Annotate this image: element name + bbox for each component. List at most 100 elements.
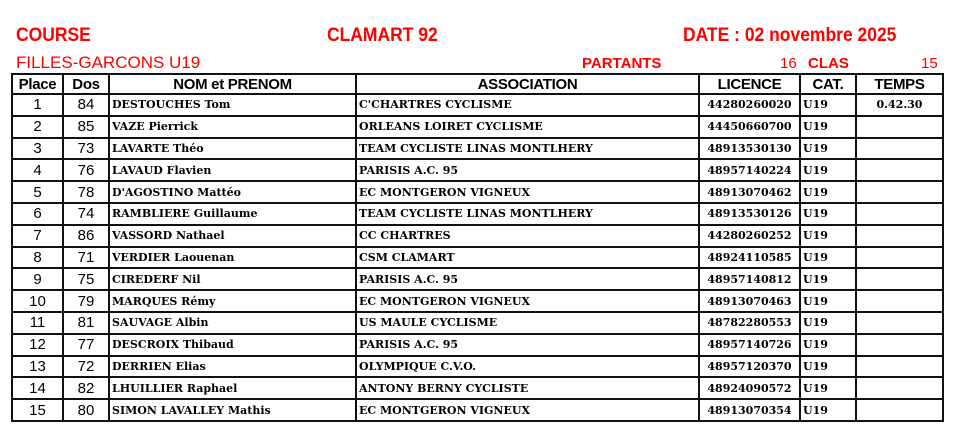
cell-licence: 48924110585 — [698, 245, 801, 270]
table-row: 10 79 MARQUES Rémy EC MONTGERON VIGNEUX 4891… — [11, 289, 944, 313]
cell-temps — [855, 114, 944, 139]
cell-assoc: C'CHARTRES CYCLISME — [355, 93, 700, 117]
cell-dos: 84 — [62, 93, 110, 117]
cell-licence: 48913530126 — [698, 201, 801, 226]
cell-place: 2 — [11, 114, 64, 139]
course-label: COURSE — [16, 25, 91, 46]
cell-assoc: PARISIS A.C. 95 — [355, 332, 700, 357]
cell-temps — [855, 289, 944, 313]
race-date: DATE : 02 novembre 2025 — [683, 25, 897, 46]
cell-name: VAZE Pierrick — [108, 114, 357, 139]
cell-name: D'AGOSTINO Mattéo — [108, 180, 357, 204]
cell-name: DESCROIX Thibaud — [108, 332, 357, 357]
cell-assoc: US MAULE CYCLISME — [355, 310, 700, 335]
table-row: 4 76 LAVAUD Flavien PARISIS A.C. 95 48957140… — [11, 158, 944, 183]
cell-dos: 79 — [62, 289, 110, 313]
cell-name: DESTOUCHES Tom — [108, 93, 357, 117]
cell-name: VERDIER Laouenan — [108, 245, 357, 270]
cell-licence: 48913070354 — [698, 398, 801, 422]
cell-place: 13 — [11, 354, 64, 379]
cell-dos: 74 — [62, 201, 110, 226]
col-dos: Dos — [62, 73, 110, 95]
cell-name: DERRIEN Elias — [108, 354, 357, 379]
table-row: 6 74 RAMBLIERE Guillaume TEAM CYCLISTE LINA… — [11, 201, 944, 226]
cell-place: 12 — [11, 332, 64, 357]
cell-cat: U19 — [799, 180, 857, 204]
cell-cat: U19 — [799, 245, 857, 270]
cell-place: 10 — [11, 289, 64, 313]
cell-temps — [855, 376, 944, 401]
cell-assoc: EC MONTGERON VIGNEUX — [355, 398, 700, 422]
cell-cat: U19 — [799, 223, 857, 248]
cell-licence: 48924090572 — [698, 376, 801, 401]
cell-cat: U19 — [799, 376, 857, 401]
cell-temps: 0.42.30 — [855, 93, 944, 117]
header-row: Place Dos NOM et PRENOM ASSOCIATION LICE… — [11, 73, 944, 95]
cell-place: 8 — [11, 245, 64, 270]
cell-dos: 81 — [62, 310, 110, 335]
results-table: Place Dos NOM et PRENOM ASSOCIATION LICE… — [11, 73, 944, 422]
cell-licence: 48782280553 — [698, 310, 801, 335]
cell-assoc: EC MONTGERON VIGNEUX — [355, 289, 700, 313]
col-place: Place — [11, 73, 64, 95]
cell-dos: 76 — [62, 158, 110, 183]
cell-cat: U19 — [799, 267, 857, 292]
partants-label: PARTANTS — [582, 55, 662, 72]
table-row: 14 82 LHUILLIER Raphael ANTONY BERNY CYCLIS… — [11, 376, 944, 401]
cell-licence: 44280260252 — [698, 223, 801, 248]
cell-place: 7 — [11, 223, 64, 248]
cell-assoc: PARISIS A.C. 95 — [355, 267, 700, 292]
cell-licence: 48957120370 — [698, 354, 801, 379]
cell-licence: 48957140726 — [698, 332, 801, 357]
cell-licence: 48913070463 — [698, 289, 801, 313]
cell-licence: 44450660700 — [698, 114, 801, 139]
cell-place: 4 — [11, 158, 64, 183]
cell-place: 9 — [11, 267, 64, 292]
cell-temps — [855, 180, 944, 204]
cell-cat: U19 — [799, 332, 857, 357]
cell-dos: 72 — [62, 354, 110, 379]
cell-name: VASSORD Nathael — [108, 223, 357, 248]
cell-temps — [855, 245, 944, 270]
cell-assoc: CSM CLAMART — [355, 245, 700, 270]
table-row: 11 81 SAUVAGE Albin US MAULE CYCLISME 487822… — [11, 310, 944, 335]
cell-place: 15 — [11, 398, 64, 422]
cell-assoc: OLYMPIQUE C.V.O. — [355, 354, 700, 379]
cell-dos: 73 — [62, 136, 110, 161]
cell-temps — [855, 158, 944, 183]
cell-dos: 80 — [62, 398, 110, 422]
col-name: NOM et PRENOM — [108, 73, 357, 95]
cell-name: RAMBLIERE Guillaume — [108, 201, 357, 226]
table-row: 8 71 VERDIER Laouenan CSM CLAMART 4892411058… — [11, 245, 944, 270]
cell-dos: 85 — [62, 114, 110, 139]
cell-assoc: ANTONY BERNY CYCLISTE — [355, 376, 700, 401]
cell-assoc: CC CHARTRES — [355, 223, 700, 248]
cell-place: 3 — [11, 136, 64, 161]
cell-place: 5 — [11, 180, 64, 204]
cell-assoc: PARISIS A.C. 95 — [355, 158, 700, 183]
cell-licence: 48913070462 — [698, 180, 801, 204]
cell-temps — [855, 332, 944, 357]
cell-temps — [855, 398, 944, 422]
cell-temps — [855, 267, 944, 292]
cell-cat: U19 — [799, 310, 857, 335]
col-cat: CAT. — [799, 73, 857, 95]
cell-dos: 71 — [62, 245, 110, 270]
cell-dos: 86 — [62, 223, 110, 248]
cell-place: 1 — [11, 93, 64, 117]
cell-dos: 75 — [62, 267, 110, 292]
cell-temps — [855, 354, 944, 379]
cell-name: LHUILLIER Raphael — [108, 376, 357, 401]
cell-dos: 77 — [62, 332, 110, 357]
table-row: 1 84 DESTOUCHES Tom C'CHARTRES CYCLISME 4428… — [11, 93, 944, 117]
cell-temps — [855, 223, 944, 248]
table-row: 12 77 DESCROIX Thibaud PARISIS A.C. 95 48957… — [11, 332, 944, 357]
cell-cat: U19 — [799, 114, 857, 139]
partants-count: 16 — [780, 55, 797, 72]
location: CLAMART 92 — [327, 25, 438, 46]
cell-licence: 48957140224 — [698, 158, 801, 183]
table-row: 9 75 CIREDERF Nil PARISIS A.C. 95 4895714081… — [11, 267, 944, 292]
cell-assoc: TEAM CYCLISTE LINAS MONTLHERY — [355, 136, 700, 161]
cell-temps — [855, 136, 944, 161]
cell-name: MARQUES Rémy — [108, 289, 357, 313]
